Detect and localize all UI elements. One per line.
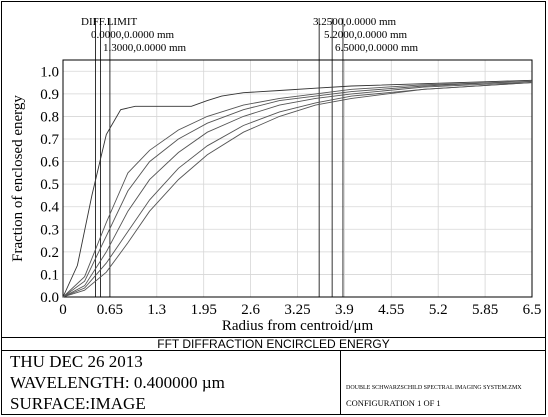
y-tick-label: 0.8	[40, 109, 59, 125]
x-axis-label: Radius from centroid/μm	[222, 318, 374, 334]
x-tick-label: 4.55	[378, 302, 404, 318]
footer-file-info: DOUBLE SCHWARZSCHILD SPECTRAL IMAGING SY…	[341, 351, 546, 415]
y-tick-label: 0.4	[40, 200, 59, 216]
y-tick-label: 1.0	[40, 64, 59, 80]
y-axis-label: Fraction of enclosed energy	[10, 95, 26, 262]
x-tick-label: 5.2	[429, 302, 448, 318]
series-line	[62, 80, 533, 298]
marker-label: 1.3000,0.0000 mm	[103, 42, 187, 54]
marker-label: 3.2500,0.0000 mm	[313, 16, 397, 28]
marker-label: 5.2000,0.0000 mm	[324, 29, 408, 41]
y-tick-label: 0.7	[40, 132, 59, 148]
series-line	[62, 80, 533, 298]
series-line	[62, 82, 533, 298]
y-tick-label: 0.0	[40, 290, 59, 306]
series-line	[62, 82, 533, 298]
footer-info: THU DEC 26 2013 WAVELENGTH: 0.400000 µm …	[1, 351, 341, 415]
y-tick-label: 0.5	[40, 177, 59, 193]
plot-area-border	[62, 59, 533, 298]
x-tick-label: 0	[59, 302, 67, 318]
marker-label: 6.5000,0.0000 mm	[335, 42, 419, 54]
x-tick-label: 1.3	[147, 302, 166, 318]
x-tick-label: 1.95	[191, 302, 217, 318]
y-tick-label: 0.3	[40, 222, 59, 238]
y-tick-label: 0.2	[40, 245, 59, 261]
y-tick-label: 0.9	[40, 87, 59, 103]
x-tick-label: 3.9	[335, 302, 354, 318]
date-text: THU DEC 26 2013	[10, 352, 143, 371]
x-tick-label: 2.6	[241, 302, 260, 318]
y-tick-label: 0.6	[40, 155, 59, 171]
marker-label: DIFF.LIMIT	[81, 16, 138, 28]
x-tick-label: 5.85	[472, 302, 498, 318]
marker-label: 0.0000,0.0000 mm	[91, 29, 175, 41]
file-name: DOUBLE SCHWARZSCHILD SPECTRAL IMAGING SY…	[346, 385, 522, 391]
encircled-energy-chart: 0 0.65 1.3 1.95 2.6 3.25 3.9 4.55 5.2 5.85 6.50.00…	[10, 16, 542, 334]
series-line	[62, 79, 533, 298]
y-tick-label: 0.1	[40, 267, 59, 283]
footer-title: FFT DIFFRACTION ENCIRCLED ENERGY	[1, 337, 546, 351]
x-tick-label: 3.25	[284, 302, 310, 318]
surface-text: SURFACE:IMAGE	[10, 394, 146, 413]
x-tick-label: 0.65	[97, 302, 123, 318]
x-tick-label: 6.5	[523, 302, 542, 318]
configuration-text: CONFIGURATION 1 OF 1	[346, 398, 441, 408]
footer-panel: FFT DIFFRACTION ENCIRCLED ENERGY THU DEC…	[1, 337, 546, 415]
wavelength-text: WAVELENGTH: 0.400000 µm	[10, 373, 225, 392]
